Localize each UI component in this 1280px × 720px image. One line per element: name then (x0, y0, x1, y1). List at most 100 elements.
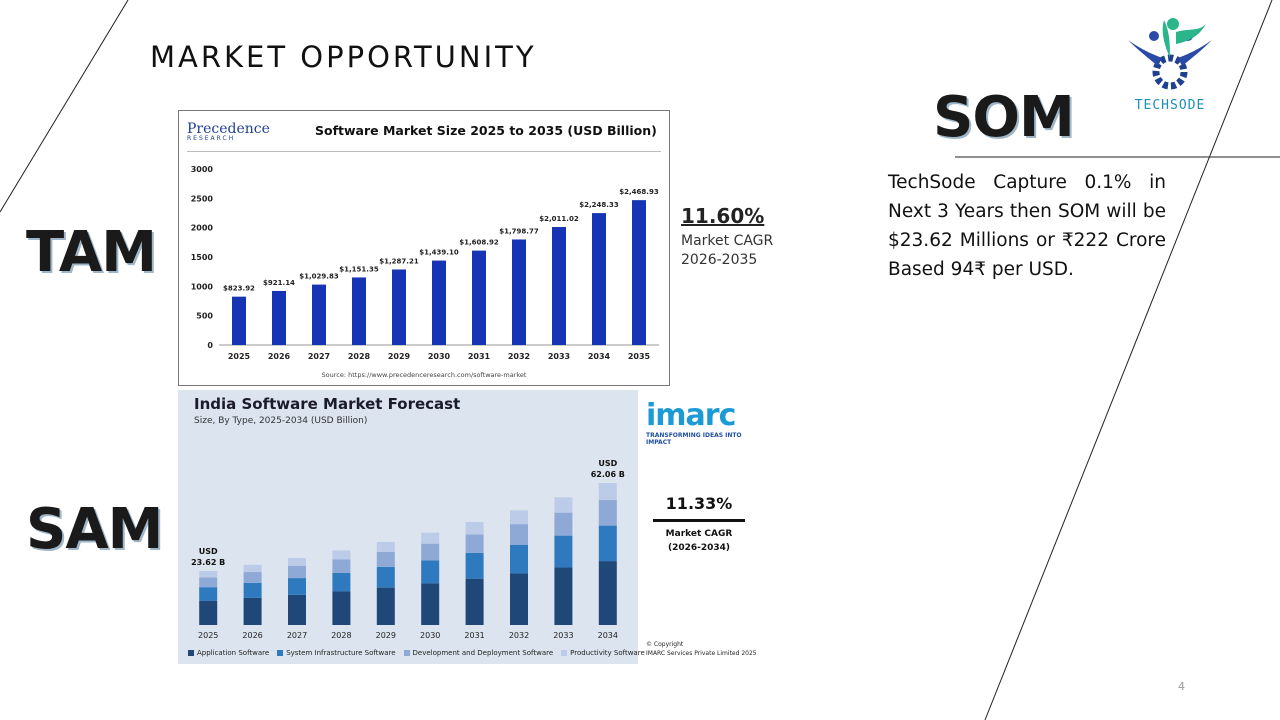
tam-y-tick: 1500 (191, 253, 214, 262)
tam-data-label: $2,248.33 (579, 201, 619, 209)
tam-label: TAM (26, 220, 157, 285)
tam-chart-title: Software Market Size 2025 to 2035 (USD B… (315, 123, 657, 138)
sam-bar-segment (243, 572, 262, 583)
slide-title: MARKET OPPORTUNITY (150, 40, 537, 74)
sam-bar-segment (288, 578, 306, 595)
tam-x-tick: 2034 (588, 352, 611, 361)
techsode-logo: TECHSODE (1118, 14, 1222, 118)
tam-y-tick: 1000 (191, 282, 214, 291)
tam-data-label: $1,029.83 (299, 273, 339, 281)
sam-x-tick: 2031 (464, 631, 484, 640)
tam-bar (552, 227, 566, 345)
sam-x-tick: 2034 (598, 631, 618, 640)
sam-x-tick: 2027 (287, 631, 307, 640)
sam-bar-segment (598, 561, 617, 625)
sam-legend-item: Productivity Software (561, 649, 645, 657)
sam-bar-segment (598, 525, 617, 562)
sam-bar-segment (510, 573, 528, 625)
tam-data-label: $1,608.92 (459, 239, 499, 247)
sam-bar-segment (332, 550, 351, 560)
sam-bar-segment (465, 552, 484, 579)
sam-bar-segment (332, 559, 351, 573)
sam-bar-segment (376, 541, 395, 552)
sam-bar-segment (421, 560, 440, 584)
sam-legend-label: Productivity Software (570, 649, 645, 657)
sam-bar-segment (554, 512, 573, 536)
sam-bar-segment (376, 566, 395, 588)
tam-bar (232, 296, 246, 345)
sam-x-tick: 2026 (242, 631, 262, 640)
imarc-sidebar: imarc TRANSFORMING IDEAS INTO IMPACT 11.… (638, 390, 760, 664)
tam-y-tick: 3000 (191, 165, 214, 174)
sam-x-tick: 2032 (509, 631, 529, 640)
tam-x-tick: 2028 (348, 352, 371, 361)
tam-bar (592, 213, 606, 345)
sam-bar-segment (332, 591, 351, 625)
tam-bar (392, 269, 406, 345)
tam-bar (512, 239, 526, 345)
imarc-copyright-line1: © Copyright (646, 641, 684, 648)
sam-legend-label: Development and Deployment Software (412, 649, 554, 657)
sam-bar-segment (510, 524, 528, 545)
sam-bar-segment (243, 582, 262, 598)
sam-bar-segment (288, 594, 306, 625)
tam-x-tick: 2025 (228, 352, 251, 361)
sam-chart-title: India Software Market Forecast (194, 395, 461, 413)
sam-bar-segment (465, 522, 484, 535)
tam-bar (272, 290, 286, 345)
sam-legend-label: System Infrastructure Software (286, 649, 396, 657)
tam-cagr-label-line2: 2026-2035 (681, 252, 758, 268)
tam-x-tick: 2027 (308, 352, 330, 361)
sam-cagr-label: Market CAGR (2026-2034) (638, 527, 760, 555)
sam-cagr-label-line2: (2026-2034) (667, 543, 731, 553)
precedence-logo: Precedence RESEARCH (187, 121, 270, 142)
tam-bar (432, 260, 446, 345)
sam-data-label: USD (199, 547, 218, 556)
sam-chart-panel: 2025 USD 23.62 B 2026 2027 2028 2029 2030 2031 20… (178, 390, 760, 664)
tam-x-tick: 2031 (468, 352, 491, 361)
som-description: TechSode Capture 0.1% in Next 3 Years th… (888, 172, 1166, 280)
sam-data-label: USD (598, 459, 617, 468)
sam-bar-segment (243, 564, 262, 573)
sam-x-tick: 2028 (331, 631, 351, 640)
sam-bar-segment (421, 543, 440, 561)
tam-x-tick: 2026 (268, 352, 291, 361)
sam-chart-legend: Application Software System Infrastructur… (188, 649, 653, 657)
tam-data-label: $1,798.77 (499, 227, 539, 235)
tam-data-label: $2,468.93 (619, 188, 659, 196)
sam-stacked-bar-chart: 2025 USD 23.62 B 2026 2027 2028 2029 2030 2031 20… (191, 459, 625, 640)
tam-x-tick: 2029 (388, 352, 411, 361)
sam-bar-segment (243, 597, 262, 625)
sam-cagr-rule (653, 519, 745, 522)
imarc-copyright-line2: IMARC Services Private Limited 2025 (646, 650, 757, 657)
tam-title-divider (187, 151, 661, 152)
sam-bar-segment (199, 570, 218, 578)
tam-bar (352, 277, 366, 345)
tam-x-tick: 2030 (428, 352, 451, 361)
sam-cagr-value: 11.33% (665, 494, 733, 513)
sam-data-label: 62.06 B (591, 470, 625, 479)
tam-cagr-label: Market CAGR 2026-2035 (681, 232, 773, 270)
tam-data-label: $921.14 (263, 279, 295, 287)
sam-bar-segment (376, 587, 395, 625)
tam-bar (312, 284, 326, 345)
tam-chart-panel: Precedence RESEARCH Software Market Size… (178, 110, 670, 386)
som-label: SOM (933, 85, 1075, 150)
sam-bar-segment (510, 510, 528, 525)
sam-bar-segment (465, 578, 484, 625)
sam-bar-segment (598, 483, 617, 501)
tam-data-label: $1,439.10 (419, 249, 459, 257)
sam-bar-segment (199, 577, 218, 588)
sam-data-label: 23.62 B (191, 558, 225, 567)
tam-y-tick: 500 (196, 312, 213, 321)
logo-text: TECHSODE (1134, 98, 1206, 113)
tam-cagr-block: 11.60% Market CAGR 2026-2035 (681, 204, 773, 270)
sam-bar-segment (199, 587, 218, 601)
sam-x-tick: 2029 (376, 631, 396, 640)
sam-bar-segment (554, 535, 573, 568)
sam-chart-subtitle: Size, By Type, 2025-2034 (USD Billion) (194, 416, 368, 426)
logo-figures-icon (1128, 18, 1212, 90)
imarc-logo: imarc (646, 398, 736, 433)
tam-data-label: $823.92 (223, 285, 255, 293)
tam-x-tick: 2035 (628, 352, 651, 361)
